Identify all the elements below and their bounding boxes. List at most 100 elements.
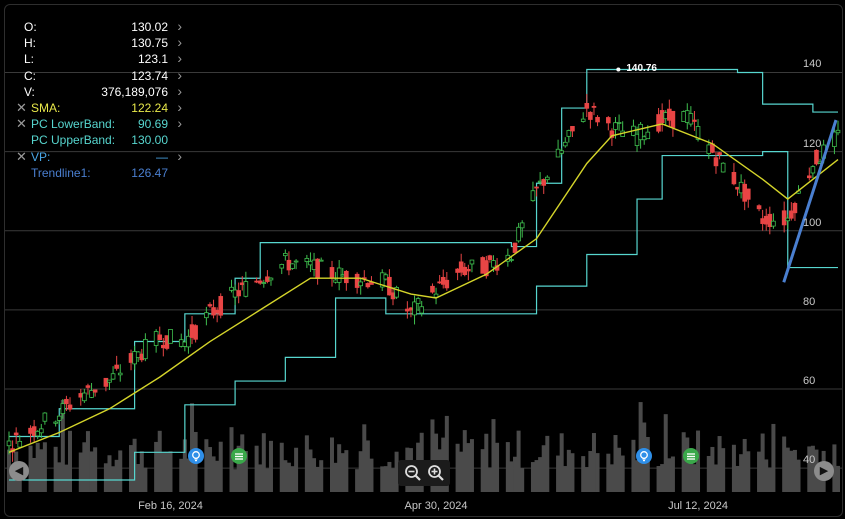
candle-body — [64, 398, 69, 405]
dividend-icon[interactable] — [682, 448, 699, 464]
legend-value: 130.02 — [131, 20, 168, 34]
volume-bar — [563, 466, 568, 492]
legend-value: 90.69 — [137, 117, 168, 132]
volume-bar — [645, 436, 650, 492]
volume-bar — [258, 464, 263, 492]
volume-bar — [107, 455, 112, 492]
volume-bar — [785, 447, 790, 492]
volume-bar — [211, 456, 216, 492]
volume-bar — [681, 432, 686, 492]
chevron-right-icon[interactable]: ▶ — [814, 461, 834, 481]
chevron-right-icon[interactable]: › — [177, 82, 182, 99]
candle-body — [419, 306, 425, 314]
candle-body — [512, 242, 518, 253]
candle-body — [645, 131, 651, 140]
legend-value: 123.74 — [131, 68, 168, 83]
volume-bar — [731, 444, 736, 492]
candle-body — [229, 286, 234, 291]
candle-body — [688, 113, 694, 125]
volume-bar — [613, 435, 618, 492]
remove-indicator-icon[interactable]: ✕ — [16, 99, 27, 115]
volume-bar — [484, 433, 489, 492]
volume-bar — [491, 419, 496, 492]
zoom-in-icon[interactable] — [427, 464, 445, 482]
chevron-right-icon[interactable]: › — [177, 115, 182, 132]
chevron-right-icon[interactable]: › — [177, 98, 182, 115]
trendline — [782, 119, 838, 283]
volume-bar — [721, 448, 726, 492]
candle-body — [110, 373, 116, 380]
chart-panel[interactable]: O: 130.02 › H: 130.75 › L: 123.1 › C: 123.74 › V: 376… — [4, 4, 843, 517]
legend-row-ohlcv2: L: 123.1 › — [16, 51, 182, 67]
chevron-right-icon[interactable]: › — [177, 18, 182, 34]
candle-body — [835, 129, 841, 134]
candle-body — [466, 268, 471, 272]
legend-row-ohlcv4: V: 376,189,076 › — [16, 82, 182, 100]
candle-body — [519, 222, 525, 229]
candle-body — [42, 412, 48, 422]
candle-body — [204, 312, 209, 319]
bulb-icon[interactable] — [187, 448, 204, 464]
zoom-out-icon[interactable] — [404, 464, 422, 482]
chevron-left-icon[interactable]: ◀ — [9, 461, 29, 481]
candle-body — [792, 202, 798, 214]
candle-body — [810, 166, 816, 174]
volume-bar — [243, 451, 248, 492]
candle-body — [545, 176, 550, 181]
volume-bar — [182, 439, 187, 492]
candle-body — [13, 432, 19, 436]
candle-body — [379, 272, 385, 288]
candle-body — [114, 364, 119, 369]
volume-bar — [538, 457, 543, 492]
volume-bar — [111, 466, 116, 492]
volume-bar — [764, 459, 769, 492]
candle-body — [562, 141, 568, 147]
remove-indicator-icon[interactable]: ✕ — [16, 116, 27, 132]
x-tick-label: Jul 12, 2024 — [668, 500, 728, 512]
volume-bar — [455, 443, 460, 492]
volume-bar — [656, 466, 661, 492]
dividend-icon[interactable] — [230, 448, 247, 464]
volume-bar — [143, 467, 148, 492]
legend-label: Trendline1: — [31, 165, 91, 180]
volume-bar — [387, 461, 392, 492]
volume-bar — [836, 465, 840, 492]
price-chart[interactable] — [5, 5, 842, 516]
volume-bar — [541, 445, 546, 492]
chevron-right-icon[interactable]: › — [177, 34, 182, 51]
volume-bar — [513, 456, 518, 492]
volume-bar — [358, 451, 363, 492]
candle-body — [433, 293, 439, 298]
candle-body — [789, 210, 794, 219]
chevron-right-icon[interactable]: › — [177, 147, 182, 164]
candle-body — [186, 335, 191, 348]
volume-bar — [530, 462, 535, 492]
candle-body — [60, 403, 66, 415]
legend-label: PC UpperBand: — [31, 133, 116, 148]
legend-row-indicators4: Trendline1: 126.47 — [16, 165, 182, 181]
chevron-right-icon[interactable]: › — [177, 50, 182, 67]
volume-bar — [312, 458, 317, 492]
candle-body — [56, 415, 62, 421]
candle-body — [107, 379, 112, 383]
candle-body — [168, 328, 173, 344]
y-tick-label: 40 — [803, 454, 816, 467]
candle-body — [383, 274, 389, 280]
volume-bar — [369, 458, 374, 492]
volume-bar — [236, 445, 241, 492]
volume-bar — [620, 455, 625, 492]
bulb-icon[interactable] — [636, 448, 653, 464]
candle-body — [771, 220, 776, 227]
volume-bar — [667, 458, 672, 492]
remove-indicator-icon[interactable]: ✕ — [16, 148, 27, 164]
candle-body — [365, 283, 371, 288]
candle-body — [745, 188, 751, 200]
volume-bar — [114, 459, 119, 492]
legend-value: 122.24 — [131, 100, 168, 115]
volume-bar — [136, 463, 141, 492]
legend-row-ohlcv0: O: 130.02 › — [16, 19, 182, 35]
volume-bar — [344, 450, 349, 492]
volume-bar — [362, 424, 367, 492]
chevron-right-icon[interactable]: › — [177, 66, 182, 83]
volume-bar — [520, 468, 525, 492]
